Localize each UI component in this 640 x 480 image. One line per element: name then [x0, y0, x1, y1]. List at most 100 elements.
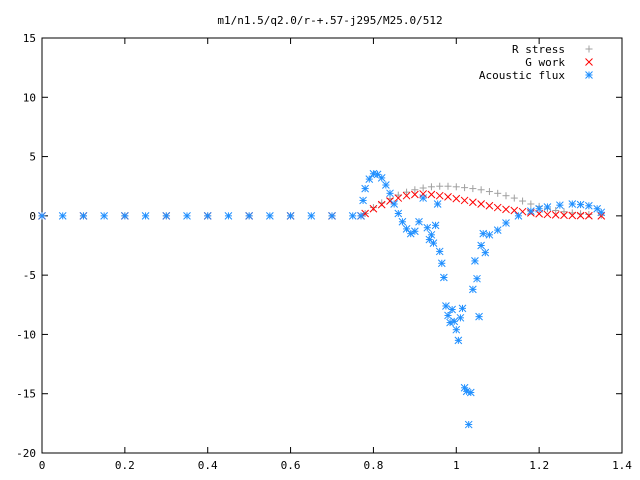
- legend-label: G work: [525, 56, 565, 69]
- data-point: [444, 182, 452, 190]
- data-point: [141, 212, 150, 220]
- data-point: [452, 194, 461, 203]
- data-point: [377, 200, 386, 209]
- data-point: [79, 212, 88, 220]
- legend-marker: [585, 45, 593, 53]
- data-point: [469, 185, 477, 193]
- legend-marker: [585, 71, 593, 79]
- data-point: [473, 274, 481, 283]
- data-point: [386, 189, 394, 198]
- data-point: [357, 212, 365, 220]
- data-point: [402, 225, 411, 233]
- data-point: [510, 194, 518, 202]
- x-axis: 0 0.2 0.4 0.6 0.8 1 1.2 1.4: [39, 38, 632, 472]
- data-point: [527, 200, 535, 208]
- data-point: [100, 212, 108, 220]
- y-tick-label: 15: [23, 32, 36, 45]
- data-point: [514, 212, 523, 220]
- y-tick-label: 0: [29, 210, 36, 223]
- x-tick-label: 0.4: [198, 459, 218, 472]
- series-2: [38, 169, 606, 429]
- data-point: [552, 207, 560, 215]
- data-point: [398, 217, 407, 226]
- data-point: [477, 186, 485, 194]
- data-point: [429, 239, 438, 247]
- data-point: [585, 211, 593, 220]
- data-point: [493, 203, 502, 212]
- data-point: [576, 200, 585, 209]
- data-point: [444, 311, 452, 320]
- data-point: [307, 212, 316, 220]
- data-point: [471, 257, 479, 265]
- y-tick-label: 10: [23, 91, 36, 104]
- data-point: [454, 336, 463, 345]
- data-point: [437, 259, 446, 268]
- data-point: [286, 212, 295, 220]
- data-point: [502, 205, 510, 214]
- data-point: [493, 226, 502, 234]
- data-point: [435, 247, 444, 256]
- x-tick-label: 1.4: [612, 459, 632, 472]
- data-point: [485, 188, 493, 196]
- y-tick-label: -5: [23, 269, 36, 282]
- data-point: [359, 196, 367, 205]
- data-point: [475, 312, 483, 321]
- plot-area: [38, 169, 606, 429]
- data-point: [348, 212, 357, 220]
- data-point: [560, 211, 568, 220]
- data-point: [585, 210, 593, 218]
- data-point: [423, 223, 432, 232]
- data-point: [162, 212, 171, 220]
- data-point: [560, 208, 568, 216]
- data-point: [519, 197, 527, 205]
- data-point: [535, 204, 543, 213]
- data-point: [456, 313, 465, 322]
- data-point: [369, 204, 378, 213]
- data-point: [494, 189, 502, 197]
- data-point: [440, 273, 448, 282]
- data-point: [121, 212, 129, 220]
- data-point: [568, 200, 577, 208]
- data-point: [58, 212, 67, 220]
- data-point: [427, 190, 436, 199]
- data-point: [510, 206, 519, 215]
- y-tick-label: -10: [16, 328, 36, 341]
- y-tick-label: -15: [16, 388, 36, 401]
- x-tick-label: 1: [453, 459, 460, 472]
- data-point: [442, 302, 450, 310]
- data-point: [576, 211, 585, 220]
- data-point: [403, 188, 411, 196]
- x-tick-label: 0.2: [115, 459, 135, 472]
- data-point: [386, 197, 394, 205]
- data-point: [452, 325, 461, 334]
- data-point: [328, 212, 336, 220]
- legend-label: Acoustic flux: [479, 69, 565, 82]
- data-point: [361, 184, 369, 193]
- data-point: [38, 212, 46, 220]
- x-tick-label: 0: [39, 459, 46, 472]
- data-point: [458, 304, 467, 313]
- data-point: [369, 204, 377, 212]
- data-point: [433, 200, 442, 208]
- data-point: [365, 175, 374, 183]
- data-point: [431, 221, 440, 230]
- data-point: [183, 212, 191, 220]
- data-point: [377, 174, 386, 182]
- data-point: [568, 211, 577, 220]
- x-tick-label: 0.6: [281, 459, 301, 472]
- y-tick-label: -20: [16, 447, 36, 460]
- data-point: [394, 209, 403, 218]
- data-point: [224, 212, 233, 220]
- data-point: [477, 241, 485, 250]
- data-point: [266, 212, 274, 220]
- data-point: [435, 191, 444, 200]
- data-point: [436, 182, 444, 190]
- y-tick-label: 5: [29, 151, 36, 164]
- data-point: [452, 183, 460, 191]
- x-tick-label: 0.8: [363, 459, 383, 472]
- data-point: [502, 219, 510, 227]
- data-point: [477, 200, 485, 208]
- data-point: [479, 229, 488, 238]
